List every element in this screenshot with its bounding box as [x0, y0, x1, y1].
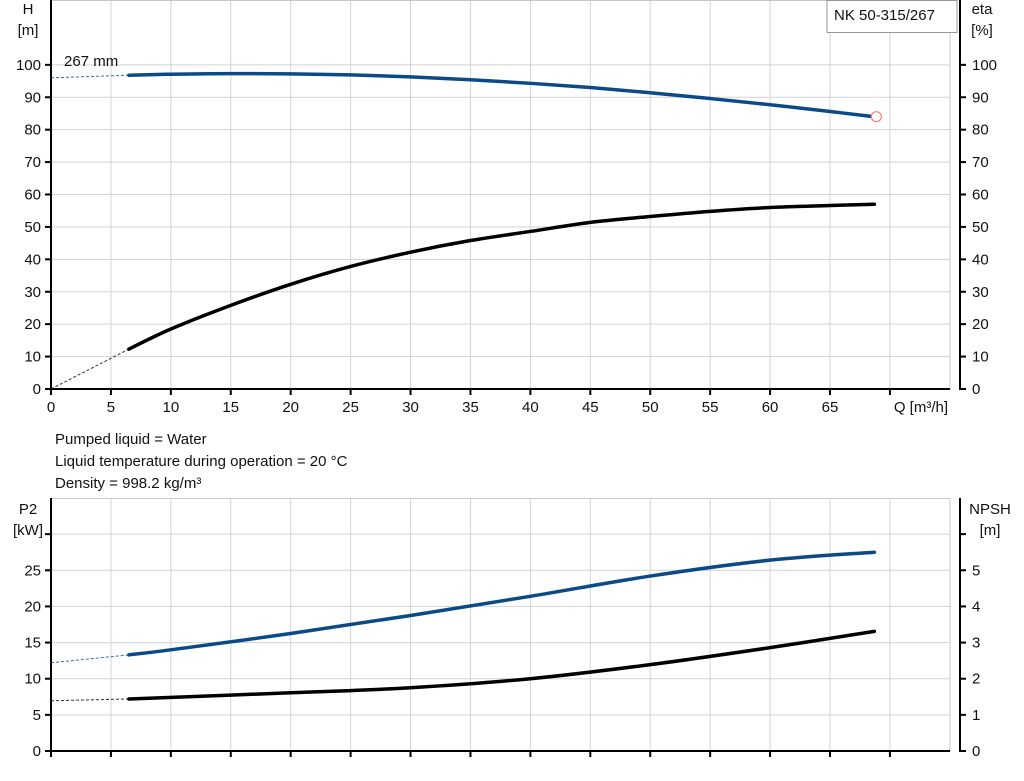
x-tick-label: 45: [582, 399, 599, 416]
right-axis-title: NPSH: [969, 501, 1011, 518]
right-tick-label: 60: [972, 187, 989, 204]
x-tick-label: 20: [282, 399, 299, 416]
series-extrapolation: [50, 698, 129, 702]
left-tick-label: 40: [24, 251, 41, 268]
x-tick-label: 15: [222, 399, 239, 416]
right-tick-label: 0: [972, 381, 980, 398]
left-axis-title: P2: [19, 501, 37, 518]
left-tick-label: 70: [24, 154, 41, 171]
left-tick-label: 50: [24, 219, 41, 236]
model-box: [826, 0, 958, 33]
left-tick-label: 5: [33, 707, 41, 724]
x-tick-label: 25: [342, 399, 359, 416]
series-extrapolation: [50, 74, 129, 79]
x-tick-label: 10: [163, 399, 180, 416]
x-tick-label: 0: [47, 399, 55, 416]
left-tick-label: 0: [33, 381, 41, 398]
liquid-temperature-text: Liquid temperature during operation = 20…: [55, 453, 348, 470]
series-curve-0: [127, 71, 877, 119]
left-axis-unit: [kW]: [13, 522, 43, 539]
left-tick-label: 0: [33, 743, 41, 760]
right-tick-label: 10: [972, 349, 989, 366]
pumped-liquid-text: Pumped liquid = Water: [55, 431, 207, 448]
end-point-marker: [870, 111, 882, 123]
left-tick-label: 20: [24, 598, 41, 615]
plot-border: [50, 498, 951, 752]
x-tick-label: 60: [762, 399, 779, 416]
left-axis-title: H: [23, 1, 34, 18]
right-tick-label: 4: [972, 598, 980, 615]
left-tick-label: 80: [24, 122, 41, 139]
right-tick-label: 20: [972, 316, 989, 333]
x-axis-title: Q [m³/h]: [894, 399, 948, 416]
x-tick-label: 30: [402, 399, 419, 416]
right-tick-label: 40: [972, 251, 989, 268]
right-axis-unit: [m]: [980, 522, 1001, 539]
right-tick-label: 70: [972, 154, 989, 171]
right-tick-label: 100: [972, 57, 997, 74]
series-extrapolation: [50, 654, 129, 664]
right-tick-label: 5: [972, 562, 980, 579]
left-tick-label: 90: [24, 89, 41, 106]
x-tick-label: 65: [822, 399, 839, 416]
x-tick-label: 35: [462, 399, 479, 416]
right-axis-title: eta: [972, 1, 994, 18]
left-tick-label: 20: [24, 316, 41, 333]
series-curve-0: [127, 550, 877, 657]
series-curve-1: [127, 202, 877, 351]
left-tick-label: 30: [24, 284, 41, 301]
panel-0: [45, 0, 966, 395]
left-tick-label: 100: [16, 57, 41, 74]
x-tick-label: 5: [107, 399, 115, 416]
series-curve-1: [127, 629, 877, 701]
right-tick-label: 80: [972, 122, 989, 139]
density-text: Density = 998.2 kg/m³: [55, 475, 202, 492]
model-name: NK 50-315/267: [834, 7, 935, 24]
right-tick-label: 1: [972, 707, 980, 724]
series-label: 267 mm: [64, 53, 118, 70]
left-tick-label: 15: [24, 635, 41, 652]
x-tick-label: 50: [642, 399, 659, 416]
right-tick-label: 50: [972, 219, 989, 236]
panel-1: [45, 498, 966, 757]
right-tick-label: 2: [972, 671, 980, 688]
x-tick-label: 55: [702, 399, 719, 416]
right-axis-unit: [%]: [971, 22, 993, 39]
left-tick-label: 10: [24, 349, 41, 366]
right-tick-label: 90: [972, 89, 989, 106]
right-tick-label: 30: [972, 284, 989, 301]
left-tick-label: 25: [24, 562, 41, 579]
right-tick-label: 0: [972, 743, 980, 760]
left-axis-unit: [m]: [18, 22, 39, 39]
series-extrapolation: [50, 348, 130, 390]
left-tick-label: 60: [24, 187, 41, 204]
left-tick-label: 10: [24, 671, 41, 688]
x-tick-label: 40: [522, 399, 539, 416]
right-tick-label: 3: [972, 635, 980, 652]
